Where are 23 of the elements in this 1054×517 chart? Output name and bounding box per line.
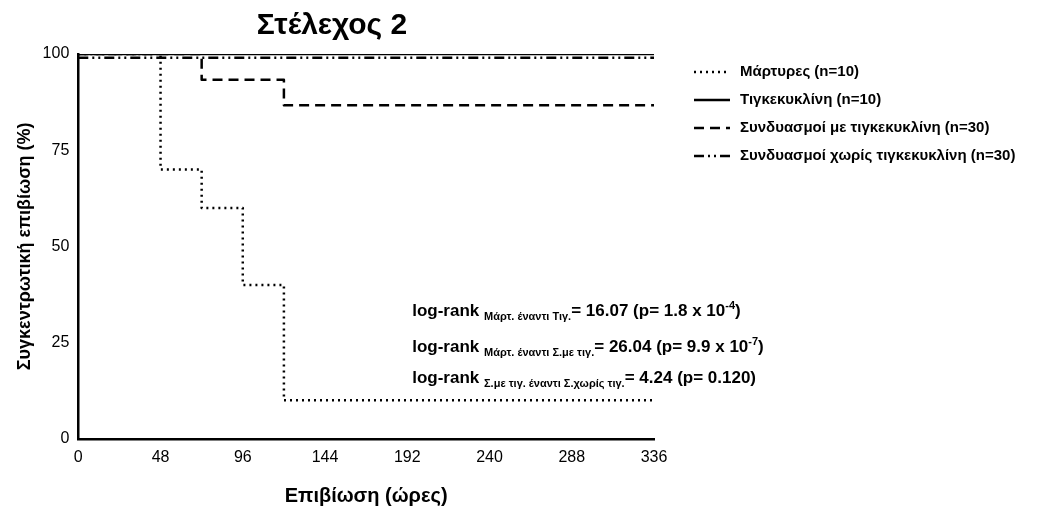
x-tick-label: 0 <box>73 447 83 465</box>
y-tick-label: 50 <box>51 236 70 254</box>
x-tick-label: 288 <box>558 447 586 465</box>
y-tick-label: 0 <box>60 429 70 447</box>
legend-label: Μάρτυρες (n=10) <box>740 62 859 80</box>
y-tick-label: 100 <box>42 44 70 62</box>
annotation: log-rank $_{Μάρτ. έναντι Τιγ.}$= 16.07 (p= 1.8 x 10$^{-4}$) <box>412 297 742 324</box>
y-tick-label: 25 <box>51 333 70 351</box>
x-axis-title: Επιβίωση (ώρες) <box>284 483 448 506</box>
x-tick-label: 240 <box>476 447 503 465</box>
x-tick-label: 192 <box>393 447 421 465</box>
annotation: log-rank $_{Σ.με τιγ. έναντι Σ.χωρίς τιγ.}$= 4.24 (p= 0.120) <box>412 366 758 392</box>
x-tick-label: 96 <box>233 447 252 465</box>
x-tick-label: 48 <box>151 447 170 465</box>
y-axis-title: Συγκεντρωτική επιβίωση (%) <box>13 122 34 371</box>
x-tick-label: 144 <box>311 447 339 465</box>
legend-label: Τιγκεκυκλίνη (n=10) <box>740 90 882 108</box>
x-tick-label: 336 <box>640 447 668 465</box>
y-tick-label: 75 <box>51 140 70 158</box>
legend-label: Συνδυασμοί με τιγκεκυκλίνη (n=30) <box>740 118 990 136</box>
chart-title: Στέλεχος 2 <box>256 7 408 41</box>
annotation: log-rank $_{Μάρτ. έναντι Σ.με τιγ.}$= 26.04 (p= 9.9 x 10$^{-7}$) <box>412 333 764 360</box>
legend-label: Συνδυασμοί χωρίς τιγκεκυκλίνη (n=30) <box>740 146 1016 164</box>
